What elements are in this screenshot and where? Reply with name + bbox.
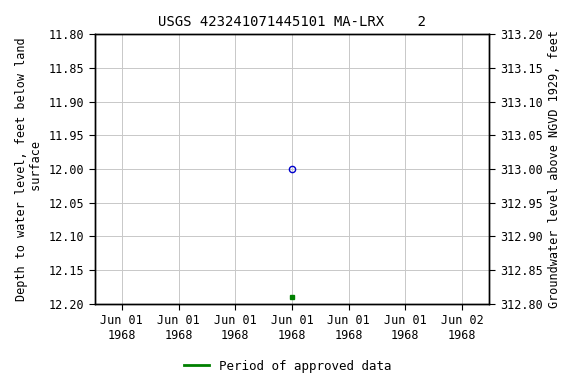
- Y-axis label: Groundwater level above NGVD 1929, feet: Groundwater level above NGVD 1929, feet: [548, 30, 561, 308]
- Title: USGS 423241071445101 MA-LRX    2: USGS 423241071445101 MA-LRX 2: [158, 15, 426, 29]
- Y-axis label: Depth to water level, feet below land
 surface: Depth to water level, feet below land su…: [15, 37, 43, 301]
- Legend: Period of approved data: Period of approved data: [179, 355, 397, 378]
